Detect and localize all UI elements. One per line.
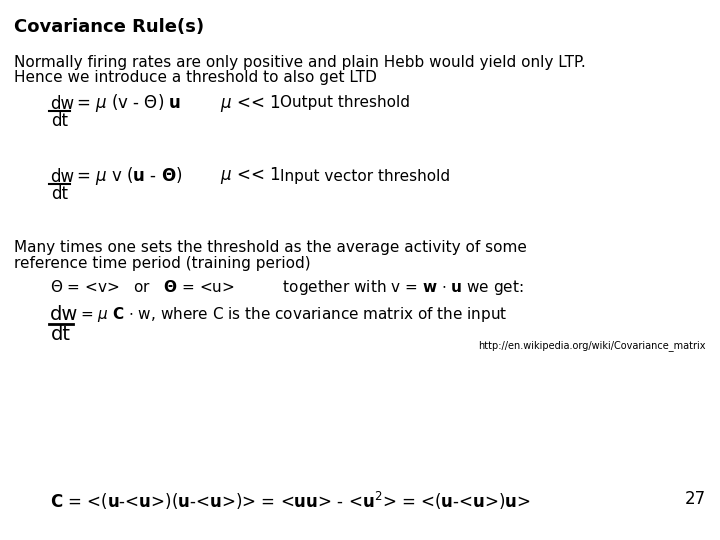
Text: 27: 27 [685, 490, 706, 508]
Text: = $\mu$ (v - $\Theta$) $\mathbf{u}$: = $\mu$ (v - $\Theta$) $\mathbf{u}$ [76, 92, 181, 114]
Text: Covariance Rule(s): Covariance Rule(s) [14, 18, 204, 36]
Text: dw: dw [50, 168, 74, 186]
Text: $\mathbf{C}$ = <($\mathbf{u}$-<$\mathbf{u}$>)($\mathbf{u}$-<$\mathbf{u}$>)> = <$: $\mathbf{C}$ = <($\mathbf{u}$-<$\mathbf{… [50, 490, 531, 512]
Text: reference time period (training period): reference time period (training period) [14, 256, 310, 271]
Text: dw: dw [50, 95, 74, 113]
Text: Input vector threshold: Input vector threshold [280, 168, 450, 184]
Text: dt: dt [51, 112, 68, 130]
Text: Output threshold: Output threshold [280, 96, 410, 111]
Text: Normally firing rates are only positive and plain Hebb would yield only LTP.: Normally firing rates are only positive … [14, 55, 586, 70]
Text: $\mu$ << 1: $\mu$ << 1 [220, 92, 280, 113]
Text: http://en.wikipedia.org/wiki/Covariance_matrix: http://en.wikipedia.org/wiki/Covariance_… [479, 340, 706, 351]
Text: dw: dw [50, 305, 78, 324]
Text: = $\mu$ v ($\mathbf{u}$ - $\mathbf{\Theta}$): = $\mu$ v ($\mathbf{u}$ - $\mathbf{\Thet… [76, 165, 182, 187]
Text: Many times one sets the threshold as the average activity of some: Many times one sets the threshold as the… [14, 240, 527, 255]
Text: $\mu$ << 1: $\mu$ << 1 [220, 165, 280, 186]
Text: $\Theta$ = <v>   or   $\mathbf{\Theta}$ = <u>          together with v = $\mathb: $\Theta$ = <v> or $\mathbf{\Theta}$ = <u… [50, 278, 523, 297]
Text: Hence we introduce a threshold to also get LTD: Hence we introduce a threshold to also g… [14, 70, 377, 85]
Text: dt: dt [51, 325, 71, 344]
Text: dt: dt [51, 185, 68, 203]
Text: = $\mu$ $\mathbf{C}$ $\cdot$ w, where C is the covariance matrix of the input: = $\mu$ $\mathbf{C}$ $\cdot$ w, where C … [80, 306, 508, 325]
